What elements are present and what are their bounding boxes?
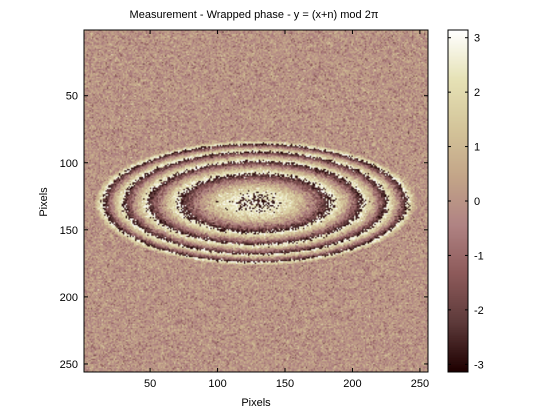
y-tick-label: 200 — [60, 292, 78, 304]
plot-frame — [83, 29, 429, 373]
y-tick-label: 250 — [60, 359, 78, 371]
heatmap-image — [84, 30, 428, 372]
x-axis-label: Pixels — [241, 397, 271, 409]
y-tick-label: 100 — [60, 158, 78, 170]
colorbar-tick-label: -3 — [474, 359, 484, 371]
colorbar-ticks: -3 -2 -1 0 1 2 3 — [448, 33, 484, 371]
x-tick-label: 50 — [144, 378, 156, 390]
colorbar-tick-label: -1 — [474, 250, 484, 262]
colorbar: -3 -2 -1 0 1 2 3 — [447, 29, 484, 373]
y-tick-label: 50 — [66, 91, 78, 103]
x-tick-label: 200 — [343, 378, 361, 390]
colorbar-tick-label: 1 — [474, 142, 480, 154]
colorbar-tick-label: 2 — [474, 87, 480, 99]
x-axis-ticks: 50 100 150 200 250 — [144, 30, 429, 390]
colorbar-tick-label: 3 — [474, 33, 480, 45]
colorbar-tick-label: -2 — [474, 305, 484, 317]
x-tick-label: 250 — [411, 378, 429, 390]
chart-title: Measurement - Wrapped phase - y = (x+n) … — [130, 9, 379, 21]
y-axis-ticks: 50 100 150 200 250 — [60, 91, 428, 371]
x-tick-label: 150 — [276, 378, 294, 390]
y-tick-label: 150 — [60, 225, 78, 237]
x-tick-label: 100 — [208, 378, 226, 390]
colorbar-tick-label: 0 — [474, 196, 480, 208]
y-axis-label: Pixels — [38, 187, 50, 217]
